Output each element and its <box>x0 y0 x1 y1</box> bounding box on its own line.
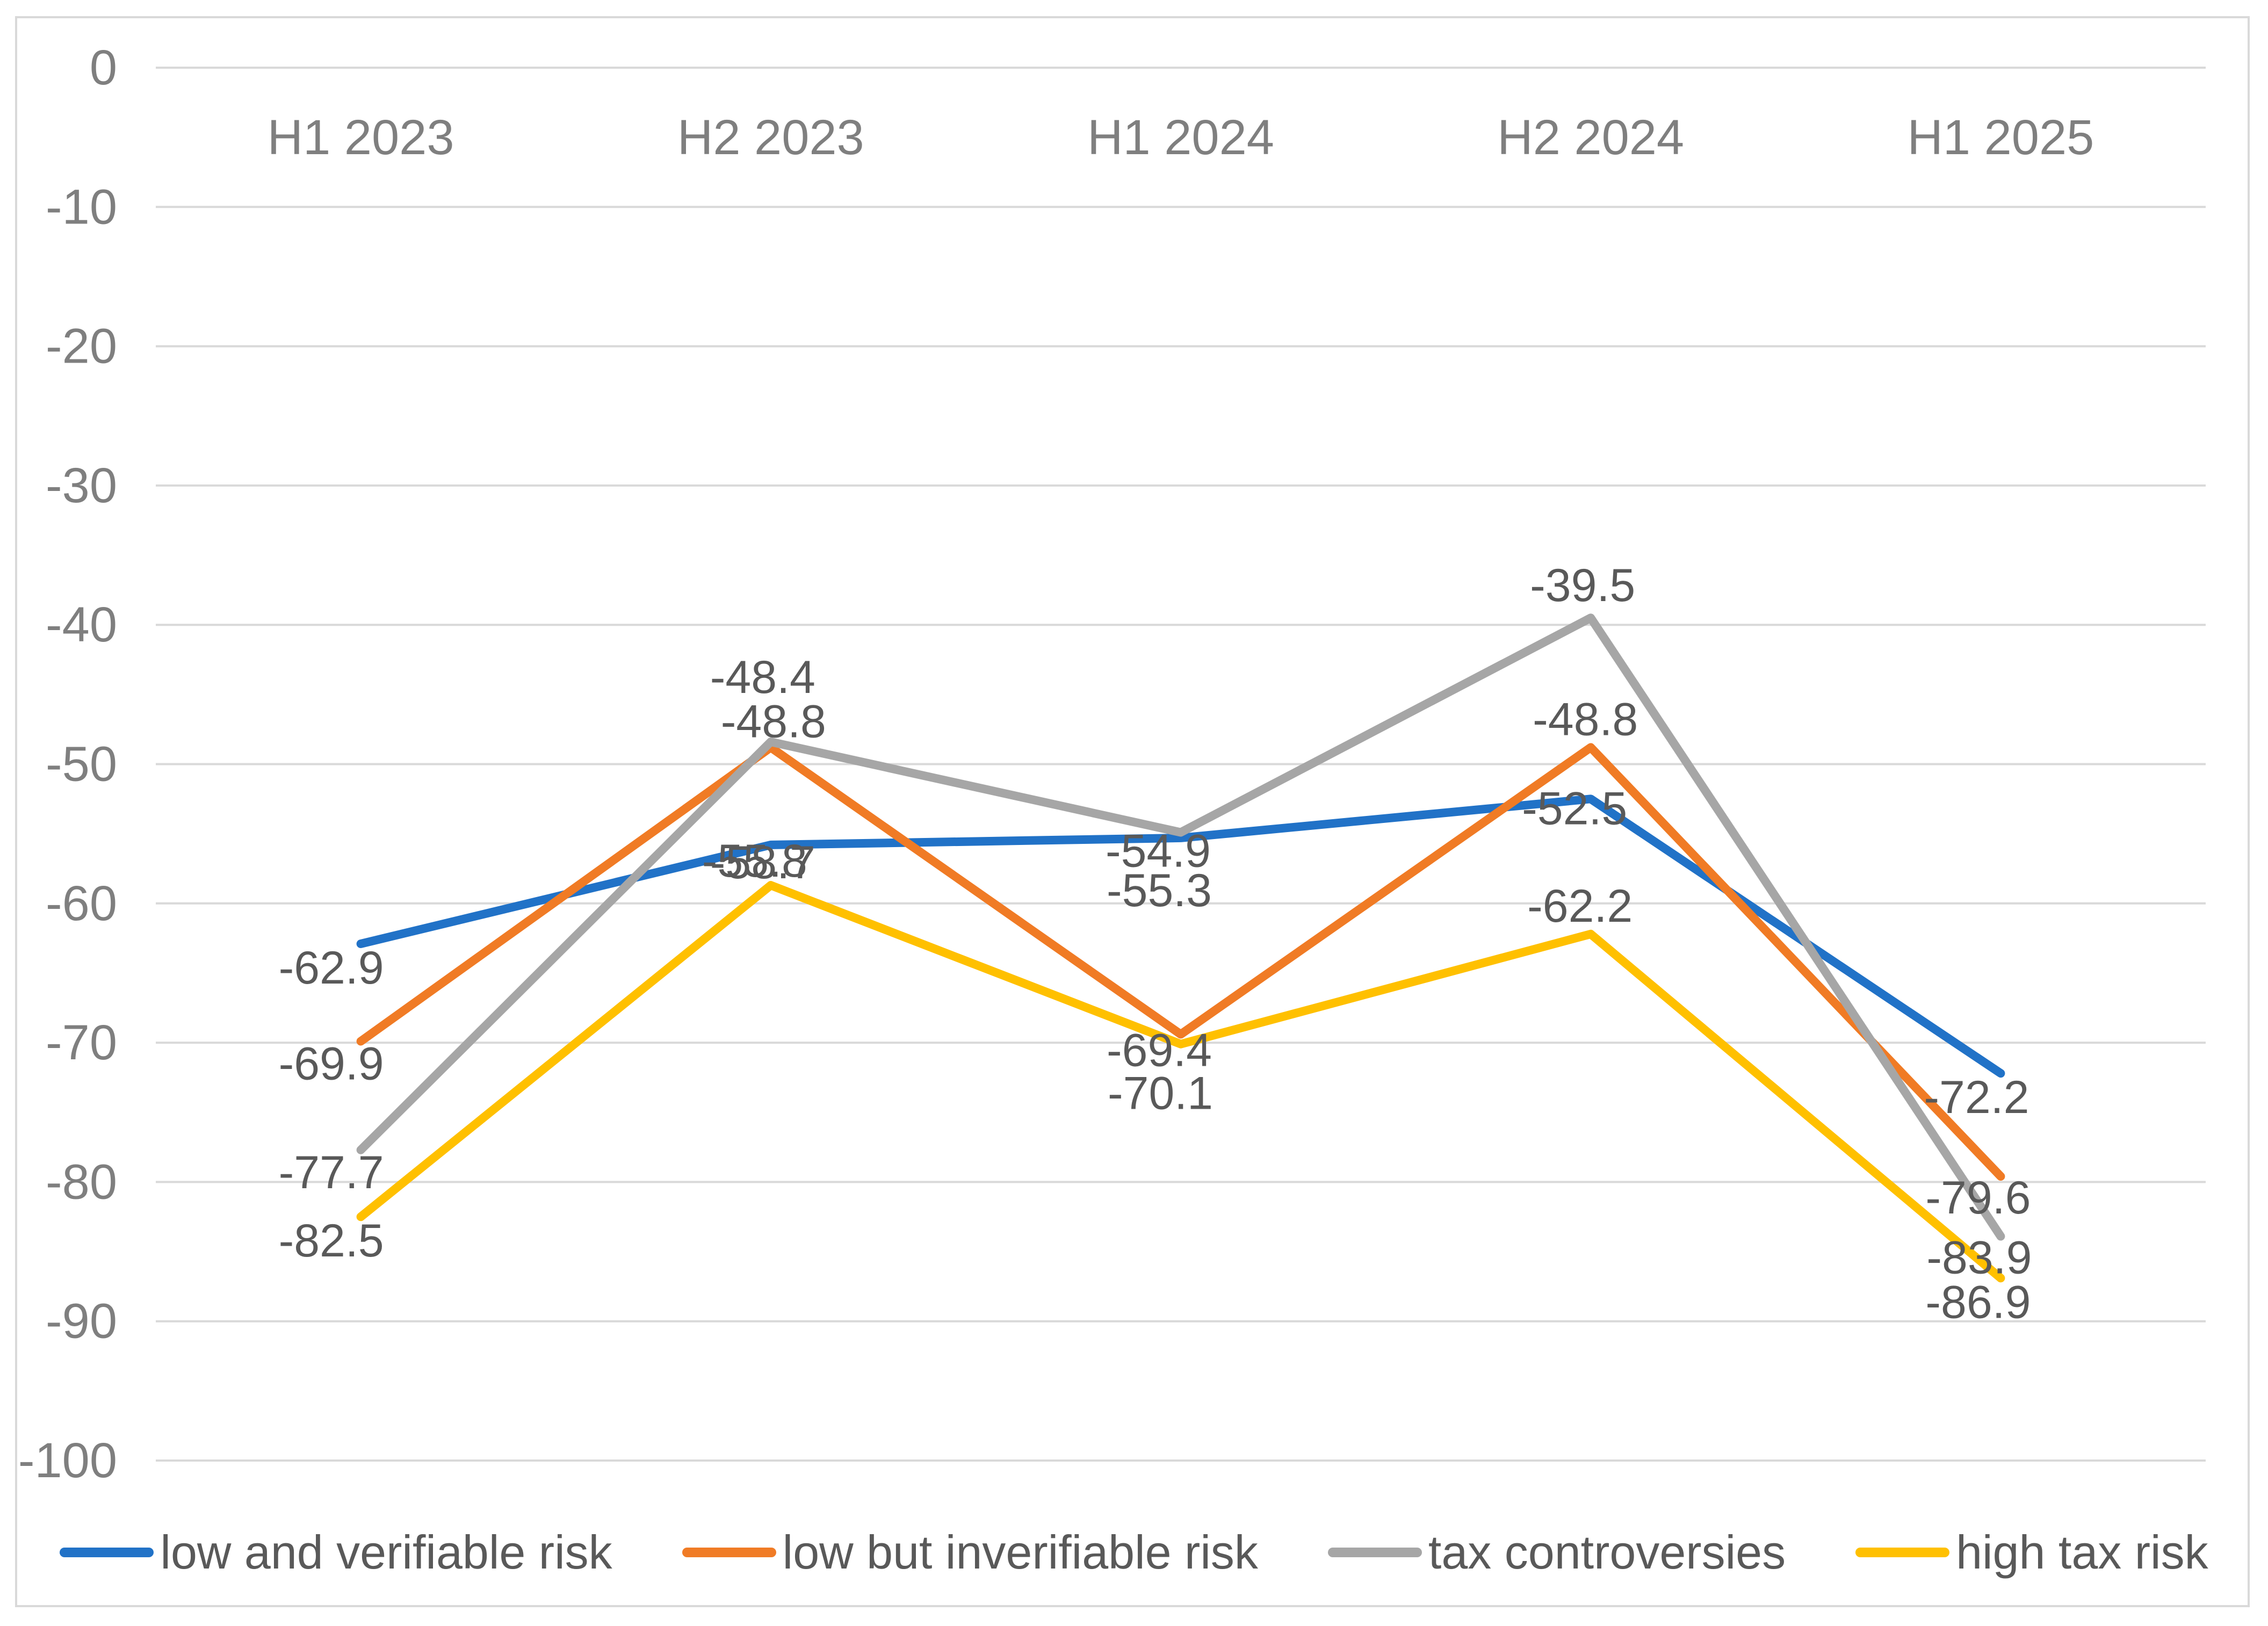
x-axis-category-labels: H1 2023 H2 2023 H1 2024 H2 2024 H1 2025 <box>268 110 2094 165</box>
series-line-tax-controversies[interactable] <box>356 613 2005 1241</box>
data-label: -48.8 <box>721 696 826 747</box>
legend-swatch-icon <box>60 1548 154 1557</box>
y-tick-label: -30 <box>46 458 117 513</box>
legend-item-high-tax-risk[interactable]: high tax risk <box>1855 1525 2208 1580</box>
data-label: -52.5 <box>1522 783 1627 834</box>
data-label: -82.5 <box>279 1215 384 1267</box>
data-label: -54.9 <box>1106 826 1211 877</box>
data-label: -55.8 <box>702 835 807 887</box>
y-tick-label: -20 <box>46 319 117 374</box>
category-label-h2-2024: H2 2024 <box>1497 110 1684 165</box>
data-label: -55.3 <box>1107 865 1212 916</box>
y-tick-label: -70 <box>46 1015 117 1070</box>
data-label: -39.5 <box>1530 560 1635 611</box>
series-lines-group <box>356 613 2005 1283</box>
legend-label: tax controversies <box>1428 1526 1786 1579</box>
legend-swatch-icon <box>1855 1548 1950 1557</box>
data-label: -77.7 <box>279 1147 384 1198</box>
data-label: -69.4 <box>1107 1025 1212 1076</box>
y-tick-label: -100 <box>18 1433 117 1488</box>
y-tick-label: -50 <box>46 737 117 792</box>
y-tick-label: 0 <box>90 40 117 95</box>
y-tick-label: -80 <box>46 1154 117 1209</box>
series-line-high-tax-risk[interactable] <box>356 881 2005 1283</box>
legend-label: high tax risk <box>1956 1526 2208 1579</box>
legend-label: low but inverifiable risk <box>782 1526 1258 1579</box>
data-label: -83.9 <box>1926 1232 2032 1284</box>
category-label-h2-2023: H2 2023 <box>677 110 864 165</box>
data-label: -69.9 <box>279 1038 384 1090</box>
legend-swatch-icon <box>682 1548 776 1557</box>
y-tick-label: -40 <box>46 597 117 652</box>
category-label-h1-2024: H1 2024 <box>1087 110 1274 165</box>
legend-item-low-but-inverifiable-risk[interactable]: low but inverifiable risk <box>682 1525 1258 1580</box>
y-axis-tick-labels: 0 -10 -20 -30 -40 -50 -60 -70 -80 -90 -100 <box>18 40 117 1488</box>
data-label: -62.2 <box>1527 880 1633 932</box>
y-tick-label: -10 <box>46 179 117 234</box>
data-labels-group: -62.9 -55.8 -55.3 -52.5 -72.2 -69.9 -48.8 -69.4… <box>279 560 2032 1328</box>
y-tick-label: -60 <box>46 876 117 931</box>
gridlines-group <box>156 67 2206 1462</box>
chart-frame-border <box>15 16 2250 1607</box>
legend-item-tax-controversies[interactable]: tax controversies <box>1327 1525 1786 1580</box>
data-label: -72.2 <box>1924 1072 2029 1123</box>
data-label: -79.6 <box>1925 1172 2031 1224</box>
y-tick-label: -90 <box>46 1294 117 1349</box>
legend-swatch-icon <box>1327 1548 1422 1557</box>
data-label: -70.1 <box>1108 1068 1213 1119</box>
category-label-h1-2023: H1 2023 <box>268 110 454 165</box>
legend-item-low-and-verifiable-risk[interactable]: low and verifiable risk <box>60 1525 612 1580</box>
data-label: -58.7 <box>710 837 815 888</box>
data-label: -48.4 <box>710 652 815 703</box>
category-label-h1-2025: H1 2025 <box>1907 110 2094 165</box>
data-label: -62.9 <box>279 942 384 994</box>
data-label: -86.9 <box>1925 1276 2031 1328</box>
legend-label: low and verifiable risk <box>160 1526 612 1579</box>
series-line-low-but-inverifiable-risk[interactable] <box>356 743 2005 1181</box>
data-label: -48.8 <box>1533 693 1638 745</box>
chart-legend: low and verifiable risk low but inverifia… <box>0 1515 2268 1590</box>
